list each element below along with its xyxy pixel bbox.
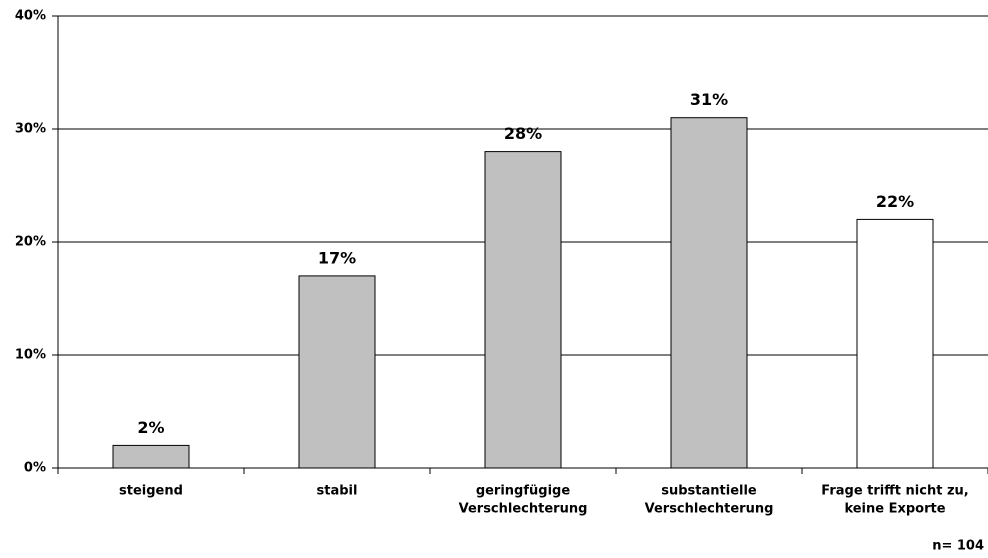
sample-size-note: n= 104 bbox=[932, 539, 984, 554]
value-label: 28% bbox=[504, 124, 542, 143]
y-tick-label: 40% bbox=[15, 9, 46, 24]
y-tick-label: 30% bbox=[15, 122, 46, 137]
value-label: 31% bbox=[690, 90, 728, 109]
bar bbox=[484, 151, 562, 469]
y-tick-label: 0% bbox=[24, 461, 46, 476]
x-tick-label: stabil bbox=[317, 484, 358, 499]
x-tick-label: Verschlechterung bbox=[645, 502, 774, 517]
bar bbox=[298, 275, 376, 469]
y-tick-label: 20% bbox=[15, 235, 46, 250]
x-tick-label: keine Exporte bbox=[844, 502, 945, 517]
bar bbox=[112, 444, 190, 469]
value-label: 22% bbox=[876, 192, 914, 211]
x-tick-label: Frage trifft nicht zu, bbox=[821, 484, 968, 499]
bar bbox=[670, 117, 748, 469]
x-tick-label: steigend bbox=[119, 484, 183, 499]
x-tick-label: substantielle bbox=[661, 484, 757, 499]
x-tick-label: geringfügige bbox=[476, 484, 571, 499]
x-tick-label: Verschlechterung bbox=[459, 502, 588, 517]
value-label: 17% bbox=[318, 248, 356, 267]
y-tick-label: 10% bbox=[15, 348, 46, 363]
bar bbox=[856, 218, 934, 469]
value-label: 2% bbox=[137, 418, 164, 437]
